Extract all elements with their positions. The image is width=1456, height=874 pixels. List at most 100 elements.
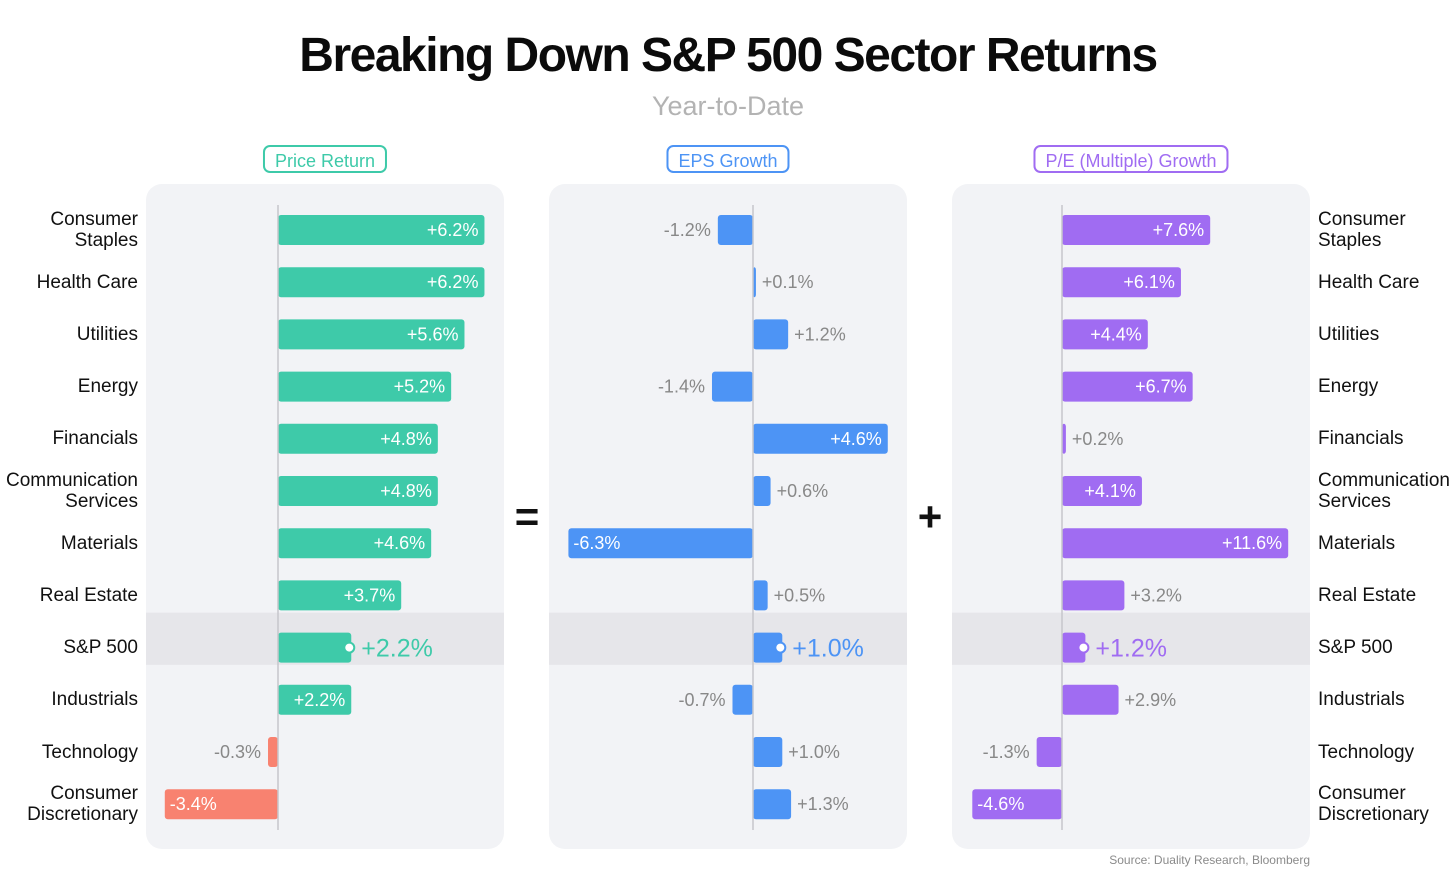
category-label-left: Health Care [36,271,138,293]
bar [753,737,783,767]
data-label: +4.8% [380,429,432,449]
eps-growth-header: EPS Growth [666,145,790,173]
highlight-dot [774,641,787,654]
category-label-right: Health Care [1318,271,1420,293]
bar [1062,215,1211,245]
pe-growth-header: P/E (Multiple) Growth [1033,145,1229,173]
bar [753,789,792,820]
highlight-row [952,612,1310,665]
data-label: +6.1% [1123,272,1175,292]
plus-operator: + [917,493,943,540]
data-label: +6.2% [427,220,479,240]
data-label: -0.7% [678,690,725,710]
category-label-right: Financials [1318,428,1404,450]
bar [278,371,452,402]
data-label: +2.9% [1125,690,1177,710]
category-label-left: Consumer Discretionary [27,783,138,826]
data-label: +1.2% [794,324,846,344]
bar [1062,632,1086,663]
category-label-right: Materials [1318,532,1396,554]
bar [753,423,888,454]
data-label: +6.2% [427,272,479,292]
data-label: +0.2% [1072,429,1124,449]
bar [278,528,432,559]
bar [1062,371,1193,402]
bar [1062,684,1119,715]
data-label: +3.2% [1130,585,1182,605]
data-label: +5.6% [407,324,459,344]
category-label-right: Real Estate [1318,584,1417,606]
data-label: +0.6% [777,481,829,501]
bar [753,580,768,611]
data-label: -6.3% [573,533,620,553]
highlight-dot [1077,641,1090,654]
data-label: +1.0% [788,742,840,762]
data-label: +3.7% [344,585,396,605]
data-label: +6.7% [1135,377,1187,397]
chart-title: Breaking Down S&P 500 Sector Returns [299,29,1158,82]
bar [568,528,753,559]
bar [753,632,783,663]
data-label: +0.5% [774,585,826,605]
bar [278,632,352,663]
category-label-right: Consumer Staples [1318,209,1406,251]
data-label: +4.6% [830,429,882,449]
category-label-right: Technology [1318,741,1415,763]
bar [278,267,485,298]
category-label-left: Energy [77,376,138,398]
data-label: +4.1% [1084,481,1136,501]
bar [732,684,753,715]
category-label-left: Utilities [76,323,138,345]
category-label-left: Consumer Staples [50,209,138,251]
data-label: +11.6% [1222,533,1282,553]
bar [278,684,352,715]
category-label-left: Industrials [51,689,138,711]
category-label-right: Industrials [1318,689,1405,711]
data-label: -4.6% [977,794,1024,814]
panel-background [146,184,504,849]
category-label-left: Real Estate [39,584,138,606]
bar [164,789,278,820]
data-label: +0.1% [762,272,814,292]
bar [1062,319,1148,350]
data-label: +4.4% [1090,324,1142,344]
category-label-left: Financials [52,428,138,450]
category-label-left: Communication Services [6,470,138,512]
chart-subtitle: Year-to-Date [651,91,805,121]
bar [268,737,278,767]
data-label: +7.6% [1153,220,1205,240]
highlight-dot [343,641,356,654]
category-label-left: S&P 500 [63,637,138,659]
data-label: -1.2% [664,220,711,240]
bar [1062,423,1066,454]
bar [278,580,402,611]
data-label: +1.3% [797,794,849,814]
highlight-row [549,612,907,665]
panel-background [549,184,907,849]
bar [1062,528,1289,559]
data-label: -0.3% [214,742,261,762]
category-label-right: S&P 500 [1318,637,1393,659]
bar [711,371,753,402]
bar [278,423,438,454]
source-note: Source: Duality Research, Bloomberg [1109,853,1310,867]
highlight-value-label: +1.0% [792,635,864,663]
category-label-right: Communication Services [1318,470,1450,512]
category-label-right: Energy [1318,376,1379,398]
highlight-value-label: +2.2% [361,635,433,663]
data-label: +5.2% [394,377,446,397]
bar [1062,476,1142,506]
bar [278,319,465,350]
highlight-value-label: +1.2% [1095,635,1167,663]
bar [972,789,1062,820]
category-label-left: Materials [60,532,138,554]
bar [753,319,789,350]
panel-background [952,184,1310,849]
category-label-right: Utilities [1318,323,1380,345]
bar [1062,580,1125,611]
category-label-left: Technology [41,741,138,763]
data-label: -1.4% [658,377,705,397]
bar [278,215,485,245]
bar [1036,737,1062,767]
data-label: +4.8% [380,481,432,501]
